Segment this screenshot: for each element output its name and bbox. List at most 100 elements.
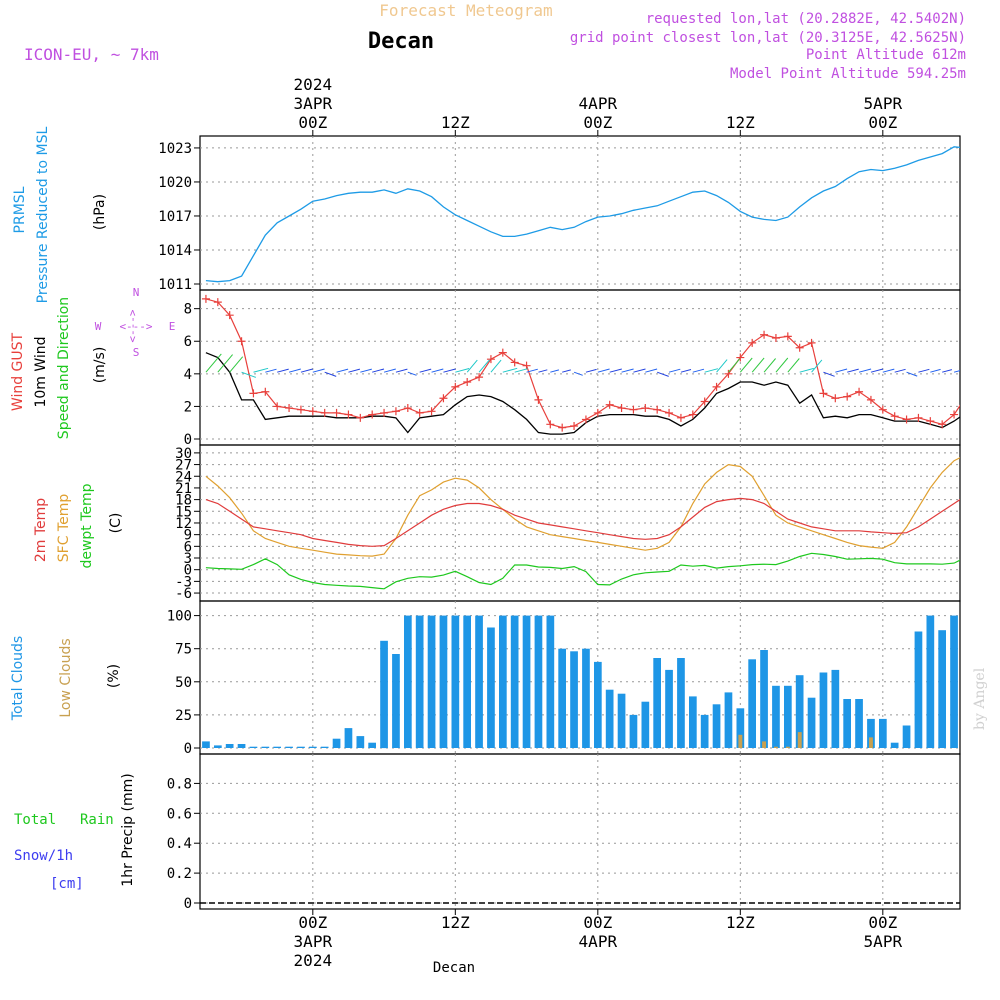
temp-ytick-label: 3 xyxy=(184,551,192,567)
wind-panel: 0 2 4 6 8 xyxy=(184,289,961,448)
dewpt-temp-line xyxy=(205,552,960,590)
total-cloud-bar xyxy=(297,746,305,748)
top-axis-label: 4APR xyxy=(579,94,618,113)
total-cloud-bar xyxy=(558,648,566,748)
wind-gust-point xyxy=(807,338,816,347)
wind-gust-point xyxy=(296,405,305,414)
wind-direction-arrow xyxy=(763,358,776,373)
wind-gust-point xyxy=(760,330,769,339)
wind-direction-arrow xyxy=(751,357,765,373)
wind-gust-point xyxy=(320,408,329,417)
cloud-ytick-label: 0 xyxy=(184,741,192,757)
wind-gust-point xyxy=(427,407,436,416)
total-cloud-bar xyxy=(712,704,721,748)
bottom-axis-label: 4APR xyxy=(579,932,618,951)
wind-gust-point xyxy=(237,337,246,346)
wind-gust-point xyxy=(843,392,852,401)
sfc-temp-line xyxy=(205,457,960,557)
total-cloud-bar xyxy=(356,736,365,748)
wind-gust-point xyxy=(855,387,864,396)
total-cloud-bar xyxy=(867,718,875,748)
compass-vertical-arrow: <---> xyxy=(126,309,139,342)
bottom-axis-label: 5APR xyxy=(864,932,903,951)
total-cloud-bar xyxy=(784,685,792,748)
wind-direction-arrow xyxy=(288,368,301,373)
pressure-ytick-label: 1020 xyxy=(158,175,192,191)
wind-gust-point xyxy=(475,373,484,382)
location-title: Decan xyxy=(368,29,434,54)
total-cloud-bar xyxy=(926,615,935,748)
wind-gust-point xyxy=(356,413,365,422)
top-axis-label: 3APR xyxy=(294,94,333,113)
cloud-series xyxy=(202,615,958,749)
total-cloud-bar xyxy=(534,615,543,748)
wind-gust-point xyxy=(653,405,662,414)
wind-direction-arrow xyxy=(562,369,571,373)
wind-gust-point xyxy=(665,408,674,417)
wind-gust-point xyxy=(688,410,697,419)
bottom-axis-label: 00Z xyxy=(583,913,612,932)
wind-direction-arrow xyxy=(277,368,289,373)
wind-gust-point xyxy=(213,298,222,307)
wind-direction-arrow xyxy=(918,368,930,373)
wind-direction-arrow xyxy=(383,368,396,373)
model-label: ICON-EU, ~ 7km xyxy=(24,45,159,64)
total-cloud-bar xyxy=(629,714,638,748)
temp-ytick-label: -6 xyxy=(175,586,192,602)
wind-direction-arrow xyxy=(858,368,872,373)
wind-direction-arrow xyxy=(241,371,256,378)
wind-gust-point xyxy=(201,294,210,303)
wind-direction-arrow xyxy=(419,368,432,373)
wind-direction-arrow xyxy=(870,368,884,373)
wind-direction-arrow xyxy=(882,368,895,373)
wind-direction-arrow xyxy=(657,371,669,377)
compass-south: S xyxy=(133,346,140,359)
model-altitude: Model Point Altitude 594.25m xyxy=(730,66,966,82)
bottom-axis-label: 3APR xyxy=(294,932,333,951)
total-cloud-bar xyxy=(451,615,460,748)
total-cloud-bar xyxy=(320,746,329,748)
wind-label-2: 10m Wind xyxy=(33,336,49,407)
precip-rain-label: Rain xyxy=(80,812,114,828)
precip-axis-label: 1hr Precip (mm) xyxy=(120,773,136,886)
wind-gust-point xyxy=(261,387,270,396)
cloud-ytick-label: 100 xyxy=(167,609,192,625)
total-cloud-bar xyxy=(665,669,673,748)
wind-direction-arrow xyxy=(550,369,560,373)
total-cloud-bar xyxy=(439,615,448,748)
wind-gust-point xyxy=(617,404,626,413)
wind-gust-point xyxy=(273,402,282,411)
wind-gust-point xyxy=(391,407,400,416)
wind-ytick-label: 4 xyxy=(184,367,192,383)
requested-coords: requested lon,lat (20.2882E, 42.5402N) xyxy=(646,11,966,27)
total-cloud-bar xyxy=(748,659,756,748)
total-cloud-bar xyxy=(677,658,685,748)
precip-ytick-label: 0.8 xyxy=(167,776,192,792)
cloud-panel: 0 25 50 75 100 xyxy=(167,600,961,757)
bottom-axis-label: 2024 xyxy=(294,951,333,970)
pressure-label-1: PRMSL xyxy=(12,186,28,233)
precip-ytick-label: 0.2 xyxy=(167,866,192,882)
wind-direction-arrow xyxy=(775,357,789,373)
wind-gust-point xyxy=(463,377,472,386)
compass-horizontal-arrow: <---> xyxy=(119,320,152,333)
top-axis-label: 00Z xyxy=(583,113,612,132)
wind-direction-arrow xyxy=(787,358,800,373)
wind-direction-arrow xyxy=(538,369,548,373)
total-cloud-bar xyxy=(760,650,768,748)
wind-direction-arrow xyxy=(847,368,859,373)
precip-panel: 0 0.2 0.4 0.6 0.8 xyxy=(167,753,961,912)
temp-ytick-label: 0 xyxy=(184,563,192,579)
total-cloud-bar xyxy=(392,654,400,748)
low-cloud-bar xyxy=(785,746,790,748)
top-axis-label: 5APR xyxy=(864,94,903,113)
wind-gust-point xyxy=(795,343,804,352)
cloud-label-1: Total Clouds xyxy=(10,636,26,721)
wind-direction-arrow xyxy=(906,371,918,377)
total-cloud-bar xyxy=(499,615,507,748)
total-cloud-bar xyxy=(249,746,258,748)
wind-direction-arrow xyxy=(894,368,906,373)
wind-direction-arrow xyxy=(312,368,325,373)
total-cloud-bar xyxy=(475,615,483,748)
total-cloud-bar xyxy=(938,630,946,748)
